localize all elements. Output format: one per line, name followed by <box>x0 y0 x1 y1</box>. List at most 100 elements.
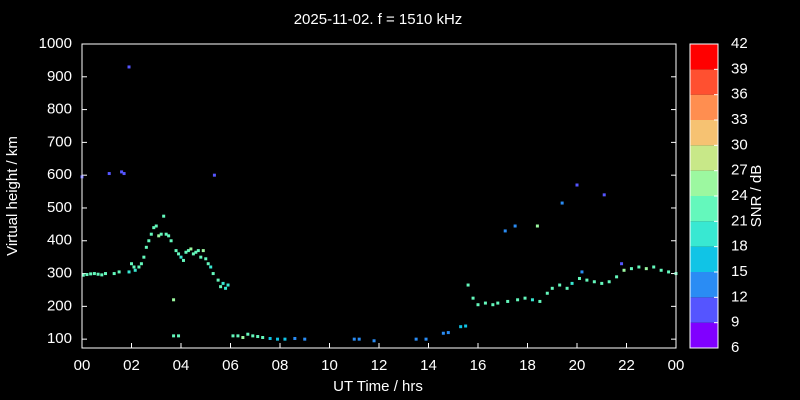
data-point <box>261 336 265 340</box>
data-point <box>580 270 584 274</box>
data-point <box>523 296 527 300</box>
data-point <box>231 334 235 338</box>
data-point <box>85 273 89 277</box>
data-point <box>177 252 181 256</box>
colorbar-segment <box>690 170 718 196</box>
colorbar-tick-label: 30 <box>731 136 748 153</box>
data-point <box>352 337 356 341</box>
x-tick-label: 18 <box>519 357 536 374</box>
data-point <box>276 337 280 341</box>
colorbar-tick-label: 12 <box>731 288 748 305</box>
data-point <box>268 336 272 340</box>
x-tick-label: 20 <box>569 357 586 374</box>
colorbar-tick-label: 36 <box>731 86 748 103</box>
data-point <box>189 247 193 251</box>
data-point <box>181 258 185 262</box>
data-point <box>194 250 198 254</box>
data-point <box>144 245 148 249</box>
data-point <box>565 286 569 290</box>
data-point <box>159 232 163 236</box>
x-tick-label: 16 <box>470 357 487 374</box>
data-point <box>127 270 131 274</box>
y-tick-label: 900 <box>47 68 72 85</box>
y-axis-label: Virtual height / km <box>4 136 21 256</box>
y-tick-label: 700 <box>47 133 72 150</box>
data-point <box>283 337 287 341</box>
colorbar-segment <box>690 297 718 323</box>
data-point <box>152 226 156 230</box>
colorbar-segment <box>690 94 718 120</box>
data-point <box>186 249 190 253</box>
data-point <box>81 273 85 277</box>
data-point <box>600 281 604 285</box>
data-point <box>104 272 108 276</box>
data-point <box>132 265 136 269</box>
data-point <box>204 257 208 261</box>
data-point <box>441 331 445 335</box>
data-point <box>107 172 111 176</box>
colorbar-segment <box>690 272 718 298</box>
data-point <box>211 272 215 276</box>
data-point <box>414 337 418 341</box>
data-point <box>209 265 213 269</box>
colorbar-tick-label: 39 <box>731 60 748 77</box>
data-point <box>179 255 183 259</box>
x-axis-label: UT Time / hrs <box>333 378 423 395</box>
y-tick-label: 1000 <box>39 35 72 52</box>
data-point <box>162 214 166 218</box>
colorbar-tick-label: 9 <box>731 314 739 331</box>
data-point <box>127 65 131 69</box>
data-point <box>577 276 581 280</box>
data-point <box>92 272 96 276</box>
data-point <box>575 183 579 187</box>
data-point <box>154 224 158 228</box>
data-point <box>184 250 188 254</box>
data-point <box>545 291 549 295</box>
data-point <box>89 272 93 276</box>
data-point <box>570 281 574 285</box>
plot-frame <box>81 43 677 349</box>
data-point <box>199 255 203 259</box>
colorbar-segment <box>690 145 718 171</box>
data-point <box>177 334 181 338</box>
data-point <box>112 272 116 276</box>
colorbar-tick-label: 27 <box>731 162 748 179</box>
data-point <box>667 270 671 274</box>
data-point <box>620 262 624 266</box>
colorbar-segment <box>690 322 718 348</box>
data-point <box>560 201 564 205</box>
x-tick-label: 08 <box>272 357 289 374</box>
colorbar-tick-label: 42 <box>731 35 748 52</box>
x-tick-label: 12 <box>371 357 388 374</box>
data-point <box>513 224 517 228</box>
data-point <box>142 255 146 259</box>
data-point <box>471 296 475 300</box>
data-point <box>241 336 245 340</box>
data-point <box>644 267 648 271</box>
data-point <box>629 267 633 271</box>
data-point <box>147 239 151 243</box>
data-point <box>622 268 626 272</box>
data-point <box>137 265 141 269</box>
data-point <box>602 193 606 197</box>
data-point <box>303 337 307 341</box>
y-tick-label: 100 <box>47 330 72 347</box>
data-point <box>201 249 205 253</box>
data-point <box>164 232 168 236</box>
data-point <box>256 335 260 339</box>
data-point <box>149 232 153 236</box>
data-point <box>174 249 178 253</box>
data-point <box>246 332 250 336</box>
data-point <box>372 339 376 343</box>
colorbar-tick-label: 18 <box>731 238 748 255</box>
data-point <box>293 336 297 340</box>
x-tick-label: 10 <box>321 357 338 374</box>
data-point <box>212 173 216 177</box>
data-point <box>133 268 137 272</box>
data-point <box>607 280 611 284</box>
data-point <box>219 285 223 289</box>
data-point <box>637 265 641 269</box>
colorbar-label: SNR / dB <box>748 165 765 228</box>
data-point <box>120 170 124 174</box>
colorbar-tick-label: 33 <box>731 111 748 128</box>
